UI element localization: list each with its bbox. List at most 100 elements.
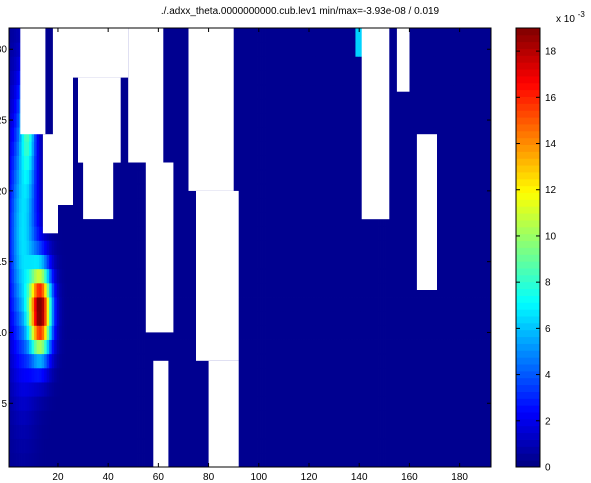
heatmap-cell <box>129 438 133 454</box>
heatmap-cell <box>134 240 138 255</box>
heatmap-cell <box>357 127 361 142</box>
heatmap-cell <box>114 452 118 468</box>
heatmap-cell <box>21 325 25 340</box>
heatmap-row <box>9 339 492 355</box>
heatmap-cell <box>390 226 394 241</box>
heatmap-cell <box>395 268 399 284</box>
heatmap-cell <box>478 155 482 171</box>
heatmap-cell <box>322 282 326 298</box>
heatmap-cell <box>327 311 331 326</box>
heatmap-cell <box>345 240 349 255</box>
heatmap-cell <box>169 410 173 425</box>
heatmap-cell <box>119 297 123 312</box>
heatmap-cell <box>350 282 354 298</box>
heatmap-cell <box>430 325 434 340</box>
heatmap-cell <box>267 112 271 128</box>
heatmap-cell <box>26 254 30 270</box>
heatmap-cell <box>470 282 474 298</box>
heatmap-cell <box>282 98 286 114</box>
heatmap-cell <box>380 240 384 255</box>
heatmap-cell <box>19 438 22 454</box>
heatmap-cell <box>393 382 396 397</box>
heatmap-cell <box>129 240 133 255</box>
heatmap-cell <box>347 353 351 369</box>
heatmap-cell <box>310 183 314 199</box>
heatmap-cell <box>395 169 399 185</box>
heatmap-cell <box>29 353 32 369</box>
heatmap-cell <box>305 424 309 440</box>
heatmap-cell <box>375 410 379 425</box>
heatmap-cell <box>86 452 90 468</box>
heatmap-cell <box>9 197 12 213</box>
heatmap-cell <box>410 169 414 185</box>
heatmap-cell <box>388 141 391 156</box>
heatmap-cell <box>192 410 196 425</box>
heatmap-cell <box>410 240 414 255</box>
heatmap-cell <box>164 141 168 156</box>
heatmap-cell <box>317 282 321 298</box>
heatmap-cell <box>239 410 243 425</box>
heatmap-cell <box>410 212 414 227</box>
heatmap-cell <box>116 339 120 355</box>
heatmap-cell <box>174 282 178 298</box>
heatmap-cell <box>465 325 469 340</box>
heatmap-cell <box>423 311 427 326</box>
heatmap-cell <box>435 155 439 171</box>
heatmap-cell <box>478 325 482 340</box>
heatmap-cell <box>172 127 176 142</box>
heatmap-cell <box>106 282 110 298</box>
heatmap-cell <box>275 438 279 454</box>
heatmap-cell <box>438 141 442 156</box>
heatmap-cell <box>340 268 344 284</box>
heatmap-cell <box>458 268 462 284</box>
heatmap-cell <box>182 452 186 468</box>
heatmap-cell <box>300 382 304 397</box>
heatmap-cell <box>244 424 248 440</box>
heatmap-cell <box>320 141 324 156</box>
heatmap-cell <box>244 254 248 270</box>
heatmap-cell <box>11 240 15 255</box>
heatmap-cell <box>398 339 402 355</box>
heatmap-cell <box>473 169 477 185</box>
heatmap-cell <box>297 382 301 397</box>
heatmap-cell <box>332 339 336 355</box>
heatmap-cell <box>277 424 281 440</box>
heatmap-cell <box>375 452 379 468</box>
heatmap-cell <box>287 353 291 369</box>
heatmap-cell <box>24 226 27 241</box>
heatmap-cell <box>468 452 472 468</box>
heatmap-cell <box>116 197 120 213</box>
heatmap-cell <box>325 452 329 468</box>
heatmap-cell <box>413 183 417 199</box>
heatmap-cell <box>179 183 183 199</box>
heatmap-cell <box>79 353 83 369</box>
heatmap-cell <box>262 410 266 425</box>
heatmap-cell <box>270 141 273 156</box>
heatmap-cell <box>137 325 140 340</box>
heatmap-cell <box>104 212 108 227</box>
heatmap-cell <box>305 353 309 369</box>
heatmap-cell <box>470 112 474 128</box>
heatmap-cell <box>380 254 384 270</box>
heatmap-cell <box>455 367 459 383</box>
heatmap-cell <box>36 382 40 397</box>
heatmap-cell <box>104 226 108 241</box>
heatmap-cell <box>111 438 115 454</box>
heatmap-cell <box>24 127 27 142</box>
heatmap-cell <box>114 410 118 425</box>
heatmap-cell <box>445 382 449 397</box>
heatmap-cell <box>257 452 261 468</box>
heatmap-cell <box>39 311 43 326</box>
heatmap-cell <box>101 311 105 326</box>
heatmap-cell <box>292 311 296 326</box>
heatmap-cell <box>327 197 331 213</box>
heatmap-cell <box>36 240 40 255</box>
heatmap-cell <box>390 155 394 171</box>
heatmap-cell <box>302 183 306 199</box>
heatmap-cell <box>177 339 181 355</box>
heatmap-cell <box>134 169 138 185</box>
heatmap-cell <box>475 155 479 171</box>
heatmap-cell <box>159 339 163 355</box>
heatmap-cell <box>428 382 432 397</box>
heatmap-cell <box>182 297 186 312</box>
